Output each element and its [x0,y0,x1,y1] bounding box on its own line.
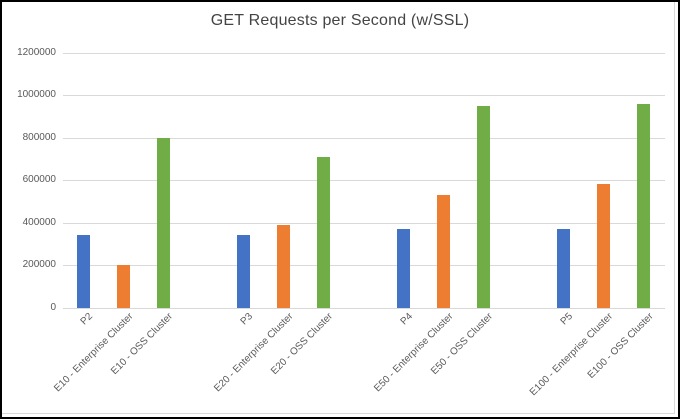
x-axis-category-label: P3 [238,311,256,328]
chart-object-border-bottom [2,413,675,414]
y-axis-tick-label: 1000000 [17,89,56,100]
bar [397,228,410,308]
y-axis-tick-label: 200000 [22,259,56,270]
bar [597,184,610,308]
bar [157,137,170,308]
bar [317,156,330,308]
bar [237,235,250,308]
y-axis-tick-label: 400000 [22,216,56,228]
bar [477,105,490,308]
x-axis-category-label: P4 [398,311,416,328]
x-axis-category-label: E20 - Enterprise Cluster [212,311,296,395]
x-axis-category-label: E50 - Enterprise Cluster [372,311,456,395]
y-axis-tick-label: 0 [50,301,56,313]
gridline [63,95,665,96]
gridline [63,137,665,139]
chart-object-border-right [674,2,675,413]
bar [77,235,90,308]
x-axis-category-label: P5 [558,311,576,328]
x-axis-category-label: E100 - Enterprise Cluster [528,311,616,399]
bar [557,228,570,308]
bar [637,103,650,308]
bar [117,265,130,308]
bar [437,194,450,308]
gridline [63,180,665,181]
gridline [63,265,665,266]
chart-title: GET Requests per Second (w/SSL) [210,12,470,29]
gridline [63,52,665,54]
gridline [63,222,665,224]
bar [277,224,290,308]
y-axis-tick-label: 800000 [22,131,56,143]
x-axis-category-label: E10 - Enterprise Cluster [52,311,136,395]
y-axis-tick-label: 600000 [22,174,56,185]
y-axis-tick-label: 1200000 [17,46,56,58]
x-axis-category-label: P2 [78,311,96,328]
x-axis-line [63,307,665,309]
